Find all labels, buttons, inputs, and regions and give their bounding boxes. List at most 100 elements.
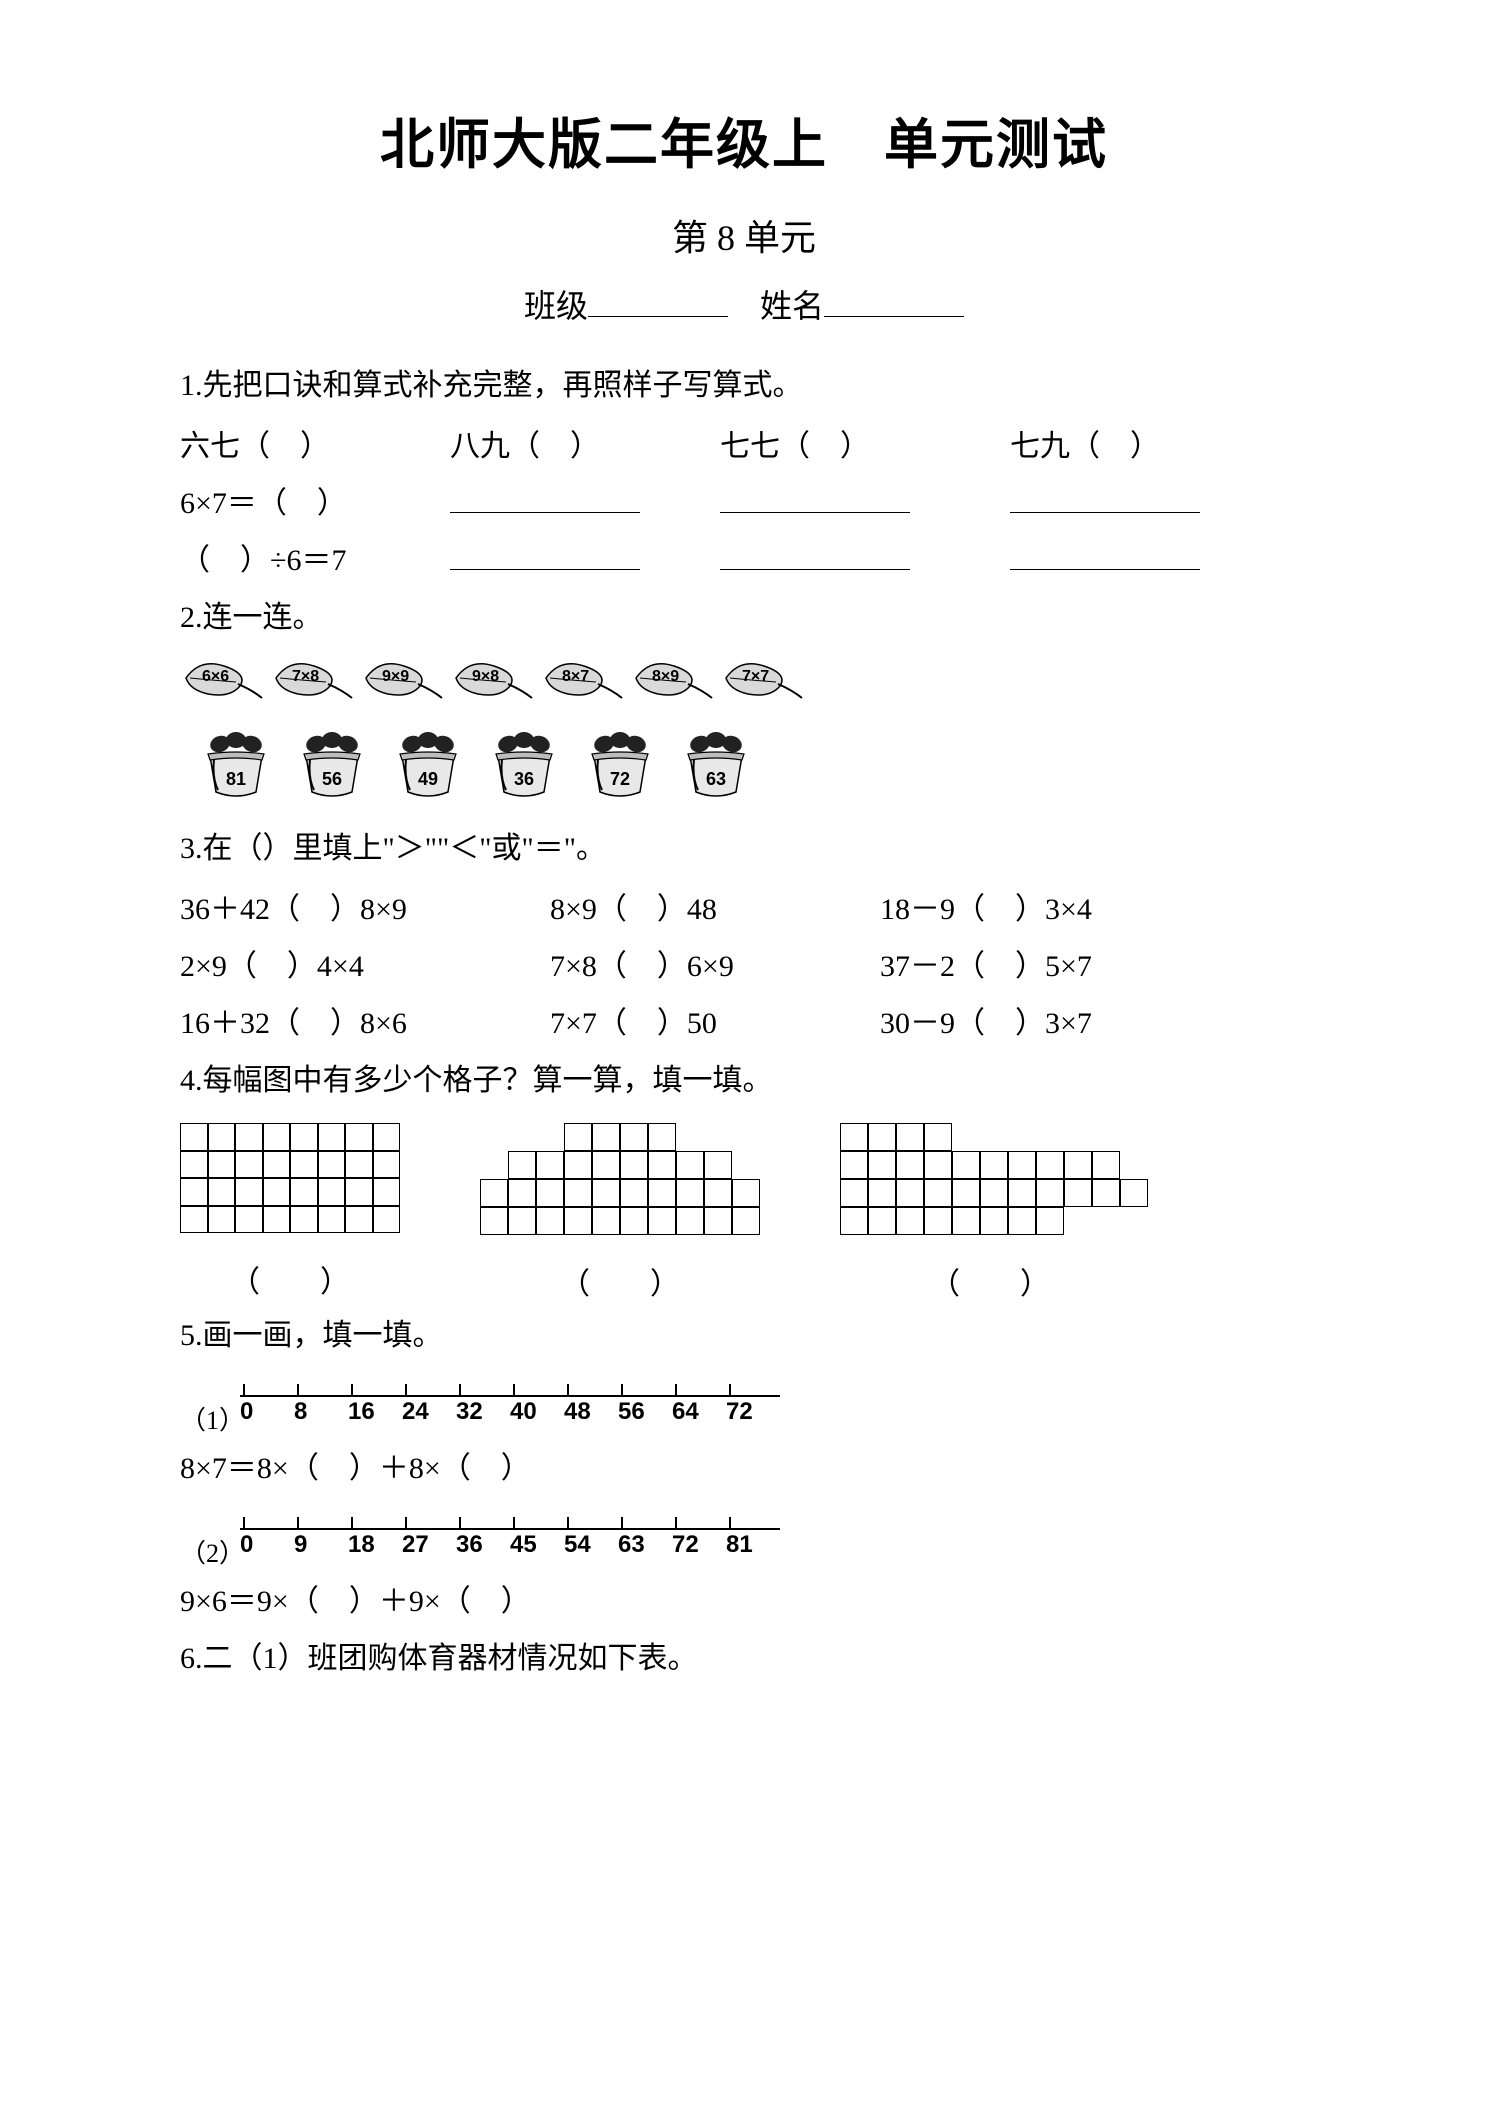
pot-item[interactable]: 49 bbox=[392, 730, 464, 800]
grid-cell bbox=[263, 1206, 291, 1234]
grid-cell bbox=[1064, 1179, 1092, 1207]
q3-cell: 2×9（ ）4×4 bbox=[180, 938, 550, 995]
q4-ans-c[interactable]: （ ） bbox=[930, 1259, 1050, 1303]
q1-r2-c3[interactable] bbox=[720, 475, 1010, 532]
grid-cell bbox=[980, 1151, 1008, 1179]
leaf-item[interactable]: 8×7 bbox=[540, 656, 624, 700]
leaf-item[interactable]: 7×7 bbox=[720, 656, 804, 700]
grid-cell bbox=[620, 1151, 648, 1179]
q4-grid-a: （ ） bbox=[180, 1123, 400, 1303]
q1-r2-c2[interactable] bbox=[450, 475, 720, 532]
grid-cell bbox=[508, 1207, 536, 1235]
grid-cell bbox=[648, 1123, 676, 1151]
grid-cell bbox=[1008, 1179, 1036, 1207]
grid-cell bbox=[373, 1178, 401, 1206]
grid-cell bbox=[1036, 1207, 1064, 1235]
q3-prompt: 3.在（）里填上"＞""＜"或"＝"。 bbox=[180, 820, 1308, 877]
grid-cell bbox=[290, 1151, 318, 1179]
grid-cell bbox=[1092, 1179, 1120, 1207]
q4-ans-a[interactable]: （ ） bbox=[230, 1257, 350, 1301]
grid-cell bbox=[592, 1123, 620, 1151]
pot-item[interactable]: 72 bbox=[584, 730, 656, 800]
grid-cell bbox=[980, 1179, 1008, 1207]
q1-r3-c4[interactable] bbox=[1010, 532, 1290, 589]
q3-cell: 7×7（ ）50 bbox=[550, 995, 880, 1052]
name-blank[interactable] bbox=[824, 284, 964, 317]
grid-cell bbox=[564, 1207, 592, 1235]
grid-cell bbox=[263, 1123, 291, 1151]
grid-cell bbox=[592, 1207, 620, 1235]
leaf-item[interactable]: 9×9 bbox=[360, 656, 444, 700]
grid-cell bbox=[592, 1151, 620, 1179]
numberline-tick-label: 72 bbox=[726, 1398, 780, 1426]
numberline-tick-label: 64 bbox=[672, 1398, 726, 1426]
numberline-tick-label: 72 bbox=[672, 1531, 726, 1559]
grid-cell bbox=[1120, 1179, 1148, 1207]
grid-cell bbox=[318, 1151, 346, 1179]
q3-cell: 30－9（ ）3×7 bbox=[880, 995, 1210, 1052]
leaf-item[interactable]: 6×6 bbox=[180, 656, 264, 700]
grid-cell bbox=[648, 1179, 676, 1207]
page-subtitle: 第 8 单元 bbox=[180, 209, 1308, 261]
q4-ans-b[interactable]: （ ） bbox=[560, 1259, 680, 1303]
grid-cell bbox=[952, 1207, 980, 1235]
q1-r2-c1: 6×7＝（ ） bbox=[180, 475, 450, 532]
numberline-2-labels: 091827364554637281 bbox=[240, 1531, 780, 1559]
q1-r2-c4[interactable] bbox=[1010, 475, 1290, 532]
pot-item[interactable]: 36 bbox=[488, 730, 560, 800]
class-blank[interactable] bbox=[588, 284, 728, 317]
numberline-tick-label: 45 bbox=[510, 1531, 564, 1559]
grid-cell bbox=[1092, 1151, 1120, 1179]
q3-cell: 37－2（ ）5×7 bbox=[880, 938, 1210, 995]
grid-cell bbox=[235, 1206, 263, 1234]
grid-cell bbox=[648, 1207, 676, 1235]
grid-cell bbox=[704, 1179, 732, 1207]
grid-cell bbox=[592, 1179, 620, 1207]
grid-cell bbox=[290, 1206, 318, 1234]
numberline-tick-label: 8 bbox=[294, 1398, 348, 1426]
pot-item[interactable]: 81 bbox=[200, 730, 272, 800]
numberline-tick-label: 0 bbox=[240, 1398, 294, 1426]
q5-line1: 081624324048566472 （1） bbox=[180, 1382, 1308, 1432]
grid-cell bbox=[263, 1178, 291, 1206]
grid-cell bbox=[564, 1151, 592, 1179]
grid-cell bbox=[536, 1207, 564, 1235]
grid-cell bbox=[536, 1151, 564, 1179]
numberline-1-labels: 081624324048566472 bbox=[240, 1398, 780, 1426]
grid-cell bbox=[208, 1178, 236, 1206]
q1-row2: 6×7＝（ ） bbox=[180, 475, 1308, 532]
numberline-tick-label: 32 bbox=[456, 1398, 510, 1426]
pot-label: 63 bbox=[680, 769, 752, 790]
grid-cell bbox=[1036, 1151, 1064, 1179]
q1-r3-c3[interactable] bbox=[720, 532, 1010, 589]
student-info-line: 班级 姓名 bbox=[180, 281, 1308, 327]
leaf-label: 8×7 bbox=[562, 668, 589, 686]
grid-cell bbox=[180, 1178, 208, 1206]
pot-item[interactable]: 63 bbox=[680, 730, 752, 800]
grid-cell bbox=[508, 1151, 536, 1179]
grid-cell bbox=[1036, 1179, 1064, 1207]
q2-prompt: 2.连一连。 bbox=[180, 589, 1308, 646]
q5-eq1: 8×7＝8×（ ）＋8×（ ） bbox=[180, 1440, 1308, 1497]
numberline-tick-label: 9 bbox=[294, 1531, 348, 1559]
grid-cell bbox=[896, 1123, 924, 1151]
q5-idx-1: （1） bbox=[180, 1400, 245, 1437]
grid-cell bbox=[896, 1179, 924, 1207]
grid-cell bbox=[868, 1179, 896, 1207]
numberline-tick-label: 48 bbox=[564, 1398, 618, 1426]
worksheet-page: 北师大版二年级上 单元测试 第 8 单元 班级 姓名 1.先把口诀和算式补充完整… bbox=[0, 0, 1488, 2104]
grid-cell bbox=[868, 1123, 896, 1151]
grid-cell bbox=[290, 1123, 318, 1151]
q1-r3-c2[interactable] bbox=[450, 532, 720, 589]
q1-r3-c1: （ ）÷6＝7 bbox=[180, 532, 450, 589]
grid-cell bbox=[345, 1123, 373, 1151]
q3-rows: 36＋42（ ）8×98×9（ ）4818－9（ ）3×42×9（ ）4×47×… bbox=[180, 881, 1308, 1052]
leaf-item[interactable]: 7×8 bbox=[270, 656, 354, 700]
name-label: 姓名 bbox=[760, 288, 824, 324]
leaf-item[interactable]: 8×9 bbox=[630, 656, 714, 700]
leaf-item[interactable]: 9×8 bbox=[450, 656, 534, 700]
grid-cell bbox=[676, 1207, 704, 1235]
pot-item[interactable]: 56 bbox=[296, 730, 368, 800]
numberline-tick-label: 40 bbox=[510, 1398, 564, 1426]
grid-cell bbox=[180, 1206, 208, 1234]
